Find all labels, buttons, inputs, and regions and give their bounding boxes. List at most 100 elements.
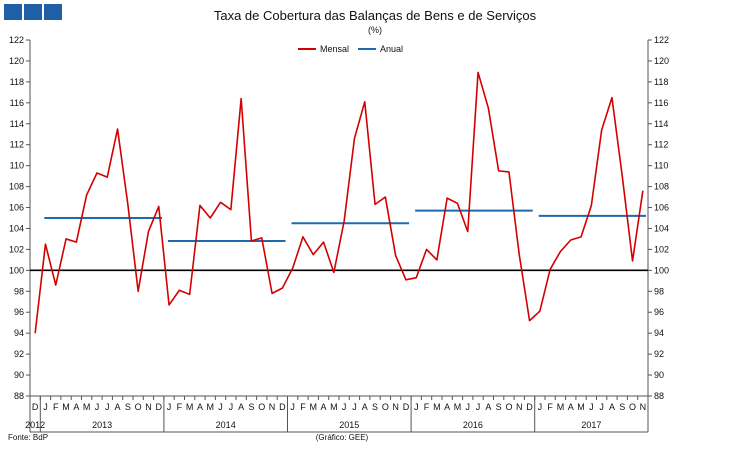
month-label: S bbox=[496, 402, 502, 412]
month-label: M bbox=[330, 402, 338, 412]
month-label: M bbox=[207, 402, 215, 412]
month-label: M bbox=[62, 402, 70, 412]
month-label: A bbox=[73, 402, 79, 412]
month-label: M bbox=[454, 402, 462, 412]
y-tick-label-left: 110 bbox=[10, 161, 24, 171]
y-tick-label-left: 94 bbox=[14, 328, 24, 338]
monthly-line bbox=[35, 72, 643, 333]
y-tick-label-right: 118 bbox=[654, 77, 668, 87]
y-tick-label-left: 106 bbox=[9, 203, 24, 213]
y-tick-label-right: 94 bbox=[654, 328, 664, 338]
legend-label-anual: Anual bbox=[380, 44, 403, 54]
y-tick-label-left: 88 bbox=[14, 391, 24, 401]
month-label: M bbox=[83, 402, 91, 412]
y-tick-label-left: 114 bbox=[10, 119, 24, 129]
logo bbox=[4, 4, 62, 20]
legend: Mensal Anual bbox=[298, 44, 403, 54]
y-tick-label-right: 114 bbox=[654, 119, 668, 129]
chart-subtitle: (%) bbox=[368, 25, 382, 35]
year-label: 2013 bbox=[92, 420, 112, 430]
month-label: N bbox=[145, 402, 152, 412]
month-label: M bbox=[577, 402, 585, 412]
month-label: S bbox=[372, 402, 378, 412]
month-label: S bbox=[248, 402, 254, 412]
month-label: J bbox=[290, 402, 295, 412]
y-tick-label-right: 106 bbox=[654, 203, 669, 213]
month-label: A bbox=[444, 402, 450, 412]
month-label: N bbox=[269, 402, 276, 412]
y-tick-label-right: 104 bbox=[654, 223, 669, 233]
y-tick-label-right: 96 bbox=[654, 307, 664, 317]
y-tick-label-right: 102 bbox=[654, 244, 669, 254]
y-tick-label-right: 108 bbox=[654, 182, 669, 192]
y-tick-label-right: 112 bbox=[654, 140, 668, 150]
month-label: J bbox=[105, 402, 110, 412]
y-tick-label-left: 112 bbox=[10, 140, 24, 150]
y-tick-label-left: 96 bbox=[14, 307, 24, 317]
month-label: O bbox=[629, 402, 636, 412]
month-label: A bbox=[238, 402, 244, 412]
month-label: A bbox=[321, 402, 327, 412]
month-label: S bbox=[125, 402, 131, 412]
month-label: F bbox=[177, 402, 183, 412]
y-tick-label-right: 90 bbox=[654, 370, 664, 380]
month-label: A bbox=[568, 402, 574, 412]
y-tick-label-right: 100 bbox=[654, 265, 669, 275]
month-label: N bbox=[516, 402, 523, 412]
monthly-series bbox=[35, 72, 643, 333]
y-tick-label-right: 92 bbox=[654, 349, 664, 359]
month-label: J bbox=[599, 402, 604, 412]
axes bbox=[30, 40, 648, 432]
logo-square-3 bbox=[44, 4, 62, 20]
y-tick-label-left: 116 bbox=[10, 98, 24, 108]
month-label: J bbox=[229, 402, 234, 412]
y-tick-label-right: 110 bbox=[654, 161, 668, 171]
month-label: J bbox=[167, 402, 172, 412]
month-label: M bbox=[310, 402, 318, 412]
month-label: J bbox=[43, 402, 48, 412]
month-label: J bbox=[352, 402, 357, 412]
month-label: F bbox=[547, 402, 553, 412]
month-label: D bbox=[279, 402, 286, 412]
logo-square-2 bbox=[24, 4, 42, 20]
footer-credit: (Gráfico: GEE) bbox=[316, 433, 369, 442]
y-tick-label-left: 98 bbox=[14, 286, 24, 296]
y-tick-label-left: 92 bbox=[14, 349, 24, 359]
y-tick-label-left: 90 bbox=[14, 370, 24, 380]
year-label: 2015 bbox=[339, 420, 359, 430]
year-label: 2012 bbox=[25, 420, 45, 430]
month-label: O bbox=[258, 402, 265, 412]
y-tick-label-right: 98 bbox=[654, 286, 664, 296]
chart-title: Taxa de Cobertura das Balanças de Bens e… bbox=[214, 8, 537, 23]
year-label: 2017 bbox=[581, 420, 601, 430]
month-label: J bbox=[342, 402, 347, 412]
year-label: 2016 bbox=[463, 420, 483, 430]
month-label: A bbox=[485, 402, 491, 412]
month-label: A bbox=[609, 402, 615, 412]
year-label: 2014 bbox=[216, 420, 236, 430]
legend-label-mensal: Mensal bbox=[320, 44, 349, 54]
month-label: A bbox=[115, 402, 121, 412]
month-label: J bbox=[476, 402, 481, 412]
month-label: M bbox=[433, 402, 441, 412]
y-tick-label-right: 122 bbox=[654, 35, 669, 45]
y-tick-label-left: 102 bbox=[9, 244, 24, 254]
month-label: J bbox=[95, 402, 100, 412]
month-label: S bbox=[619, 402, 625, 412]
y-tick-label-left: 122 bbox=[9, 35, 24, 45]
month-label: F bbox=[300, 402, 306, 412]
month-label: N bbox=[640, 402, 647, 412]
month-label: D bbox=[526, 402, 533, 412]
month-label: J bbox=[414, 402, 419, 412]
logo-square-1 bbox=[4, 4, 22, 20]
month-label: M bbox=[557, 402, 565, 412]
month-label: F bbox=[53, 402, 59, 412]
y-tick-label-left: 104 bbox=[9, 223, 24, 233]
y-tick-label-right: 116 bbox=[654, 98, 668, 108]
month-label: A bbox=[362, 402, 368, 412]
y-tick-label-left: 108 bbox=[9, 182, 24, 192]
month-label: D bbox=[403, 402, 410, 412]
